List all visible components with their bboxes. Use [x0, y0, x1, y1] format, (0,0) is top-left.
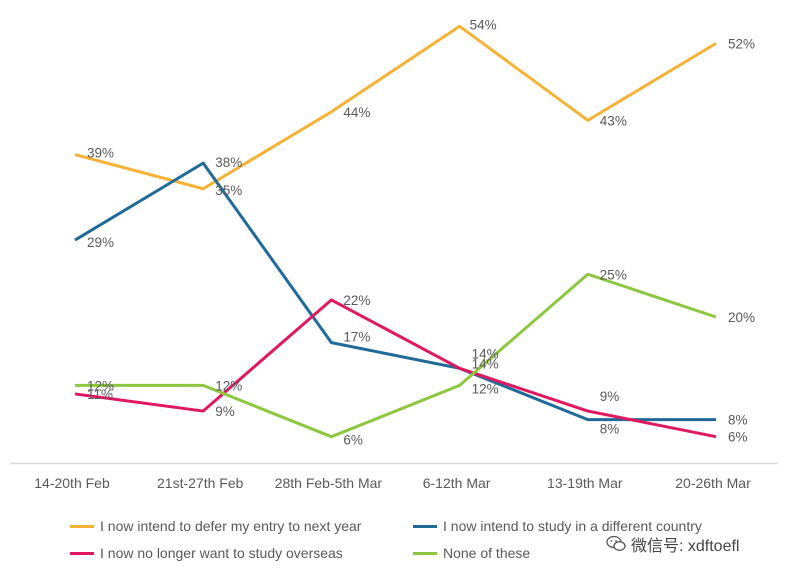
series-line-2 [74, 161, 716, 422]
legend-swatch [70, 524, 94, 528]
legend-label: I now no longer want to study overseas [100, 545, 343, 561]
data-label: 9% [600, 389, 620, 404]
data-label: 8% [600, 422, 620, 437]
x-axis-ticks: 14-20th Feb 21st-27th Feb 28th Feb-5th Mar… [34, 475, 751, 491]
data-label: 14% [472, 346, 499, 361]
x-tick-label: 20-26th Mar [675, 475, 751, 491]
legend-swatch [413, 551, 437, 555]
data-label: 44% [343, 105, 370, 120]
x-tick-label: 14-20th Feb [34, 475, 110, 491]
legend-label: I now intend to study in a different cou… [443, 518, 702, 534]
legend-label: None of these [443, 545, 531, 561]
legend-item-none: None of these [413, 545, 530, 561]
data-label: 14% [472, 356, 499, 371]
data-label: 12% [215, 378, 242, 393]
watermark: 微信号: xdftoefl [606, 532, 739, 556]
x-tick-label: 6-12th Mar [423, 475, 491, 491]
legend-item-no-longer: I now no longer want to study overseas [70, 545, 343, 561]
data-label: 17% [343, 330, 370, 345]
data-label: 6% [728, 430, 748, 445]
data-label: 11% [87, 387, 113, 402]
data-label: 54% [470, 17, 497, 32]
legend-swatch [413, 524, 437, 528]
series-line-4 [75, 272, 717, 439]
data-label: 12% [472, 381, 499, 396]
data-label: 43% [600, 113, 627, 128]
data-label: 6% [343, 433, 363, 448]
data-labels: 39% 35% 44% 54% 43% 52% 29% 38% 17% 14% 8% 8% 11% 9% 2… [87, 17, 755, 447]
watermark-text: 微信号: xdftoefl [631, 538, 740, 555]
series-lines [74, 24, 717, 439]
data-label: 38% [215, 155, 242, 170]
series-line-1 [74, 24, 717, 191]
data-label: 8% [728, 413, 748, 428]
legend: I now intend to defer my entry to next y… [70, 518, 770, 568]
x-tick-label: 21st-27th Feb [157, 475, 244, 491]
legend-swatch [70, 551, 94, 555]
data-label: 52% [728, 36, 755, 51]
data-label: 20% [728, 310, 755, 325]
legend-label: I now intend to defer my entry to next y… [100, 518, 362, 534]
data-label: 25% [600, 267, 627, 282]
line-chart: 39% 35% 44% 54% 43% 52% 29% 38% 17% 14% 8% 8% 11% 9% 2… [10, 17, 778, 491]
x-tick-label: 13-19th Mar [547, 475, 623, 491]
series-line-3 [74, 298, 717, 439]
data-label: 12% [87, 378, 114, 393]
data-label: 35% [215, 183, 242, 198]
legend-item-different-country: I now intend to study in a different cou… [413, 518, 702, 534]
data-label: 29% [87, 235, 114, 250]
data-label: 9% [215, 404, 235, 419]
legend-item-defer: I now intend to defer my entry to next y… [70, 518, 361, 534]
data-label: 39% [87, 146, 114, 161]
wechat-icon [606, 535, 626, 551]
data-label: 22% [343, 293, 370, 308]
x-tick-label: 28th Feb-5th Mar [275, 475, 383, 491]
